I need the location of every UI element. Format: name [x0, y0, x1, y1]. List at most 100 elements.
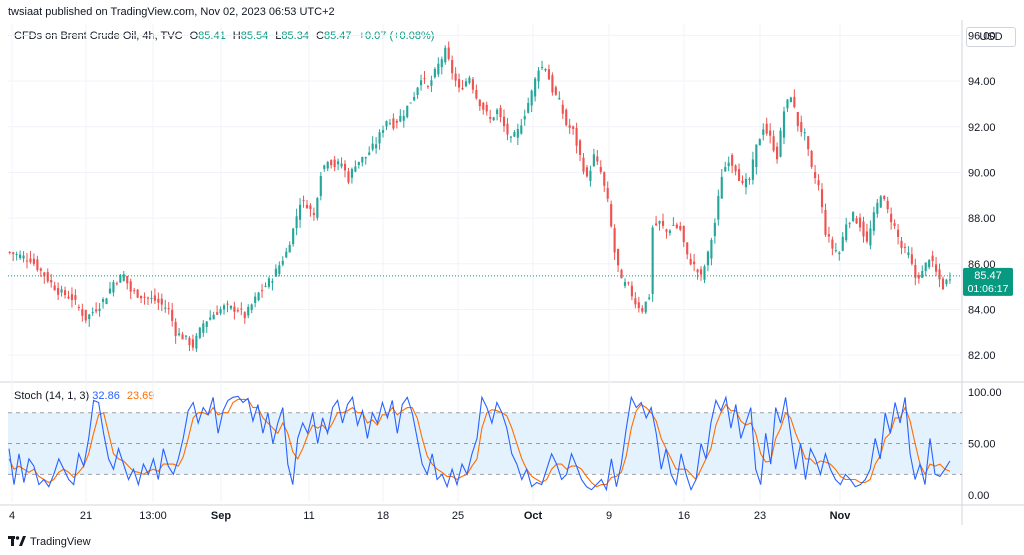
candle-body	[727, 162, 730, 167]
candle-body	[22, 255, 25, 259]
footer-brand: ⁠ TradingView	[8, 535, 91, 549]
candle-body	[402, 115, 405, 121]
candle-body	[309, 205, 312, 210]
candle-body	[133, 290, 136, 292]
currency-button[interactable]: USD	[966, 27, 1016, 47]
candle-body	[302, 200, 305, 202]
candle-body	[592, 154, 595, 166]
time-tick-label: 18	[377, 510, 389, 522]
candle-body	[43, 272, 46, 277]
candle-body	[70, 294, 74, 300]
candle-body	[29, 258, 32, 263]
candle-body	[458, 79, 461, 88]
candle-body	[945, 279, 948, 285]
candle-body	[395, 120, 398, 123]
candle-body	[758, 139, 761, 146]
candle-body	[499, 107, 502, 118]
candle-body	[212, 314, 215, 320]
candle-body	[419, 80, 423, 86]
symbol-name: CFDs on Brent Crude Oil, 4h, TVC	[14, 30, 183, 42]
candle-body	[786, 99, 789, 109]
candle-body	[603, 172, 606, 186]
candle-body	[751, 159, 754, 180]
candle-body	[285, 251, 288, 258]
candle-body	[765, 123, 768, 134]
candle-body	[119, 275, 122, 283]
candle-body	[834, 250, 837, 252]
candle-body	[247, 306, 250, 316]
candle-body	[392, 118, 395, 129]
candle-body	[634, 298, 637, 305]
candles	[8, 41, 951, 352]
candle-body	[357, 161, 360, 166]
candle-body	[509, 136, 512, 138]
candle-body	[814, 172, 817, 179]
stoch-tick-label: 0.00	[968, 490, 989, 502]
change-value: +0.07 (+0.08%)	[358, 30, 435, 42]
candle-body	[890, 213, 893, 223]
candle-body	[143, 296, 146, 298]
stoch-k-line	[8, 395, 951, 492]
candle-body	[260, 290, 264, 292]
candle-body	[60, 289, 63, 293]
candle-body	[240, 308, 243, 310]
candle-body	[202, 323, 205, 333]
candle-body	[440, 59, 443, 68]
candle-body	[641, 308, 644, 312]
candle-body	[53, 285, 56, 291]
candle-body	[57, 287, 60, 295]
candle-body	[226, 303, 229, 305]
candle-body	[32, 258, 35, 264]
candle-body	[95, 309, 98, 312]
candle-body	[406, 105, 409, 118]
candle-body	[140, 295, 143, 299]
candle-body	[876, 202, 879, 214]
candle-body	[789, 97, 792, 103]
time-tick-label: 25	[452, 510, 464, 522]
candle-body	[385, 121, 388, 127]
candle-body	[617, 248, 620, 266]
candle-body	[800, 122, 803, 133]
candle-body	[157, 298, 160, 303]
open-value: 85.41	[198, 30, 226, 42]
candle-body	[845, 224, 848, 241]
candle-body	[471, 79, 474, 90]
candle-body	[122, 274, 125, 281]
stoch-d-line	[8, 398, 951, 488]
candle-body	[689, 258, 692, 265]
candle-body	[852, 212, 855, 221]
candle-body	[731, 155, 734, 166]
candle-body	[46, 272, 49, 282]
candle-body	[205, 321, 208, 327]
candle-body	[872, 212, 875, 231]
candle-body	[388, 123, 392, 125]
candle-body	[98, 308, 101, 312]
candle-body	[333, 159, 336, 168]
candle-body	[720, 176, 723, 199]
candle-body	[948, 279, 951, 281]
candle-body	[305, 204, 309, 209]
candle-body	[229, 305, 233, 309]
stoch-tick-label: 100.00	[968, 387, 1002, 399]
candle-body	[19, 254, 22, 259]
time-tick-label: 9	[606, 510, 612, 522]
candle-body	[171, 309, 174, 321]
bar-countdown: 01:06:17	[968, 283, 1009, 295]
chart-canvas[interactable]: 96.0094.0092.0090.0088.0086.0084.0082.00…	[0, 0, 1024, 530]
candle-body	[164, 307, 167, 309]
candle-body	[364, 156, 367, 159]
candle-body	[672, 224, 675, 226]
candle-body	[620, 269, 623, 279]
candle-body	[793, 96, 796, 108]
candle-body	[178, 333, 181, 336]
high-value: 85.54	[240, 30, 269, 42]
candle-body	[651, 227, 654, 294]
candle-body	[146, 297, 150, 299]
candle-body	[191, 339, 194, 348]
candle-body	[762, 129, 765, 135]
publish-header: twsiaat published on TradingView.com, No…	[8, 6, 335, 18]
candle-body	[558, 97, 561, 100]
candle-body	[67, 296, 70, 299]
candle-body	[451, 60, 454, 74]
candle-body	[219, 309, 222, 314]
